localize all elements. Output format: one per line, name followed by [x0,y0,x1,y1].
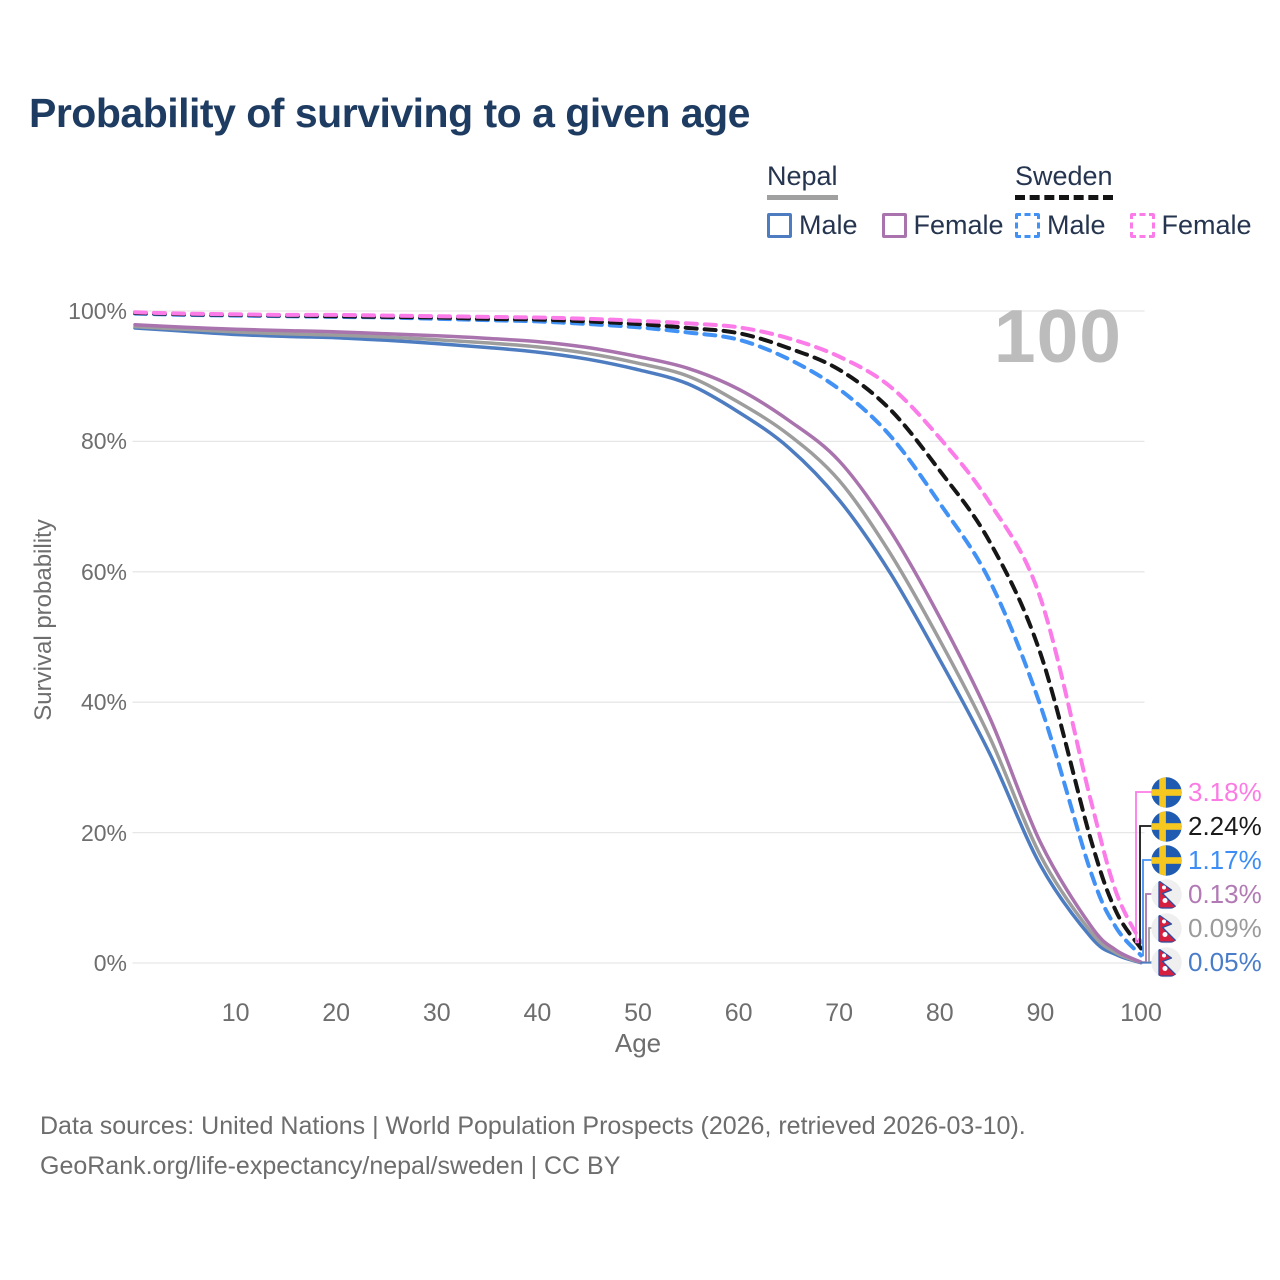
legend-items-row: Male Female [767,210,1004,241]
legend-country-label: Sweden [1015,161,1113,191]
nepal-flag-icon [1151,946,1182,978]
end-label-nepal-female: 0.13% [1151,878,1262,910]
legend-checkbox-female[interactable] [1129,213,1155,238]
end-label-value: 3.18% [1188,776,1262,807]
legend-item-label: Female [1161,210,1252,240]
legend-item-sweden-male[interactable]: Male [1015,210,1106,241]
nepal-flag-icon [1151,912,1182,944]
legend-linestyle-sample [767,195,838,200]
end-label-value: 0.13% [1188,878,1262,909]
end-label-value: 1.17% [1188,844,1262,875]
x-tick-label: 90 [1026,999,1055,1027]
legend-linestyle-sample [1015,195,1113,200]
y-axis-title: Survival probability [30,519,57,721]
chart-title: Probability of surviving to a given age [29,90,750,136]
legend-item-label: Female [913,210,1004,240]
x-tick-label: 20 [322,999,351,1027]
sweden-flag-icon [1151,844,1182,876]
leader-line-nepal-female [1140,893,1152,964]
legend-checkbox-male[interactable] [767,213,792,238]
footer-link-line: GeoRank.org/life-expectancy/nepal/sweden… [40,1152,621,1180]
end-label-sweden-female: 3.18% [1151,776,1262,808]
legend-item-label: Male [1047,210,1106,240]
curve-sweden-male[interactable] [133,311,1143,958]
end-label-sweden-male: 1.17% [1151,844,1262,876]
footer-source-line: Data sources: United Nations | World Pop… [40,1112,1026,1140]
x-tick-label: 100 [1120,999,1162,1027]
legend-country-heading: Nepal [767,161,838,200]
x-tick-label: 60 [724,999,753,1027]
x-axis-title: Age [614,1028,662,1058]
legend-item-label: Male [799,210,858,240]
leader-line-nepal [1140,927,1152,964]
y-tick-label: 0% [93,950,127,976]
leader-line-nepal-male [1140,961,1152,964]
end-label-nepal-male: 0.05% [1151,946,1262,978]
x-tick-label: 50 [624,999,652,1027]
end-label-value: 0.05% [1188,946,1262,977]
x-tick-label: 80 [925,999,954,1027]
leader-line-sweden-female [1135,791,1152,944]
legend-checkbox-male[interactable] [1015,213,1040,238]
age-watermark: 100 [993,294,1122,378]
legend-group-nepal: Nepal Male Female [767,161,1004,241]
curve-nepal-female[interactable] [133,322,1143,964]
end-label-value: 2.24% [1188,810,1262,841]
legend-country-label: Nepal [767,161,838,191]
legend-country-heading: Sweden [1015,161,1113,200]
curve-sweden[interactable] [133,311,1143,951]
x-tick-label: 40 [523,999,552,1027]
nepal-flag-icon [1151,878,1182,910]
x-tick-label: 70 [825,999,854,1027]
end-label-value: 0.09% [1188,912,1262,943]
legend-item-sweden-female[interactable]: Female [1129,210,1252,241]
curve-nepal[interactable] [133,324,1143,965]
x-tick-label: 10 [221,999,250,1027]
footer-note: Data sources: United Nations | World Pop… [40,1106,1026,1186]
legend-item-nepal-male[interactable]: Male [767,210,858,241]
end-label-nepal: 0.09% [1151,912,1262,944]
y-tick-label: 60% [80,558,127,585]
y-tick-label: 80% [80,428,127,455]
y-tick-label: 20% [80,819,127,846]
y-tick-label: 40% [80,689,127,716]
legend-item-nepal-female[interactable]: Female [881,210,1004,241]
end-label-sweden: 2.24% [1151,810,1262,842]
legend-checkbox-female[interactable] [881,213,907,238]
curve-nepal-male[interactable] [133,326,1143,965]
sweden-flag-icon [1151,776,1182,808]
leader-line-sweden-male [1140,859,1152,957]
y-tick-label: 100% [68,298,127,324]
leader-line-sweden [1139,825,1152,950]
curve-sweden-female[interactable] [133,310,1143,945]
x-tick-label: 30 [422,999,451,1027]
sweden-flag-icon [1151,810,1182,842]
legend-group-sweden: Sweden Male Female [1015,161,1252,241]
legend-items-row: Male Female [1015,210,1252,241]
